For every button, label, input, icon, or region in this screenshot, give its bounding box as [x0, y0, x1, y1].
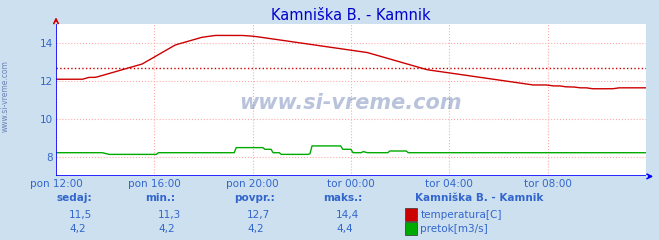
Text: Kamniška B. - Kamnik: Kamniška B. - Kamnik	[415, 193, 544, 203]
Text: min.:: min.:	[145, 193, 175, 203]
Text: pretok[m3/s]: pretok[m3/s]	[420, 224, 488, 234]
Text: temperatura[C]: temperatura[C]	[420, 210, 502, 220]
Text: 4,2: 4,2	[69, 224, 86, 234]
Text: 4,4: 4,4	[336, 224, 353, 234]
Text: 4,2: 4,2	[247, 224, 264, 234]
Text: 4,2: 4,2	[158, 224, 175, 234]
Text: 14,4: 14,4	[336, 210, 359, 220]
Text: www.si-vreme.com: www.si-vreme.com	[1, 60, 10, 132]
Text: povpr.:: povpr.:	[234, 193, 275, 203]
Text: 11,3: 11,3	[158, 210, 181, 220]
Text: www.si-vreme.com: www.si-vreme.com	[240, 93, 462, 113]
Text: sedaj:: sedaj:	[56, 193, 92, 203]
Text: 11,5: 11,5	[69, 210, 92, 220]
Text: 12,7: 12,7	[247, 210, 270, 220]
Text: maks.:: maks.:	[323, 193, 362, 203]
Title: Kamniška B. - Kamnik: Kamniška B. - Kamnik	[271, 8, 431, 23]
